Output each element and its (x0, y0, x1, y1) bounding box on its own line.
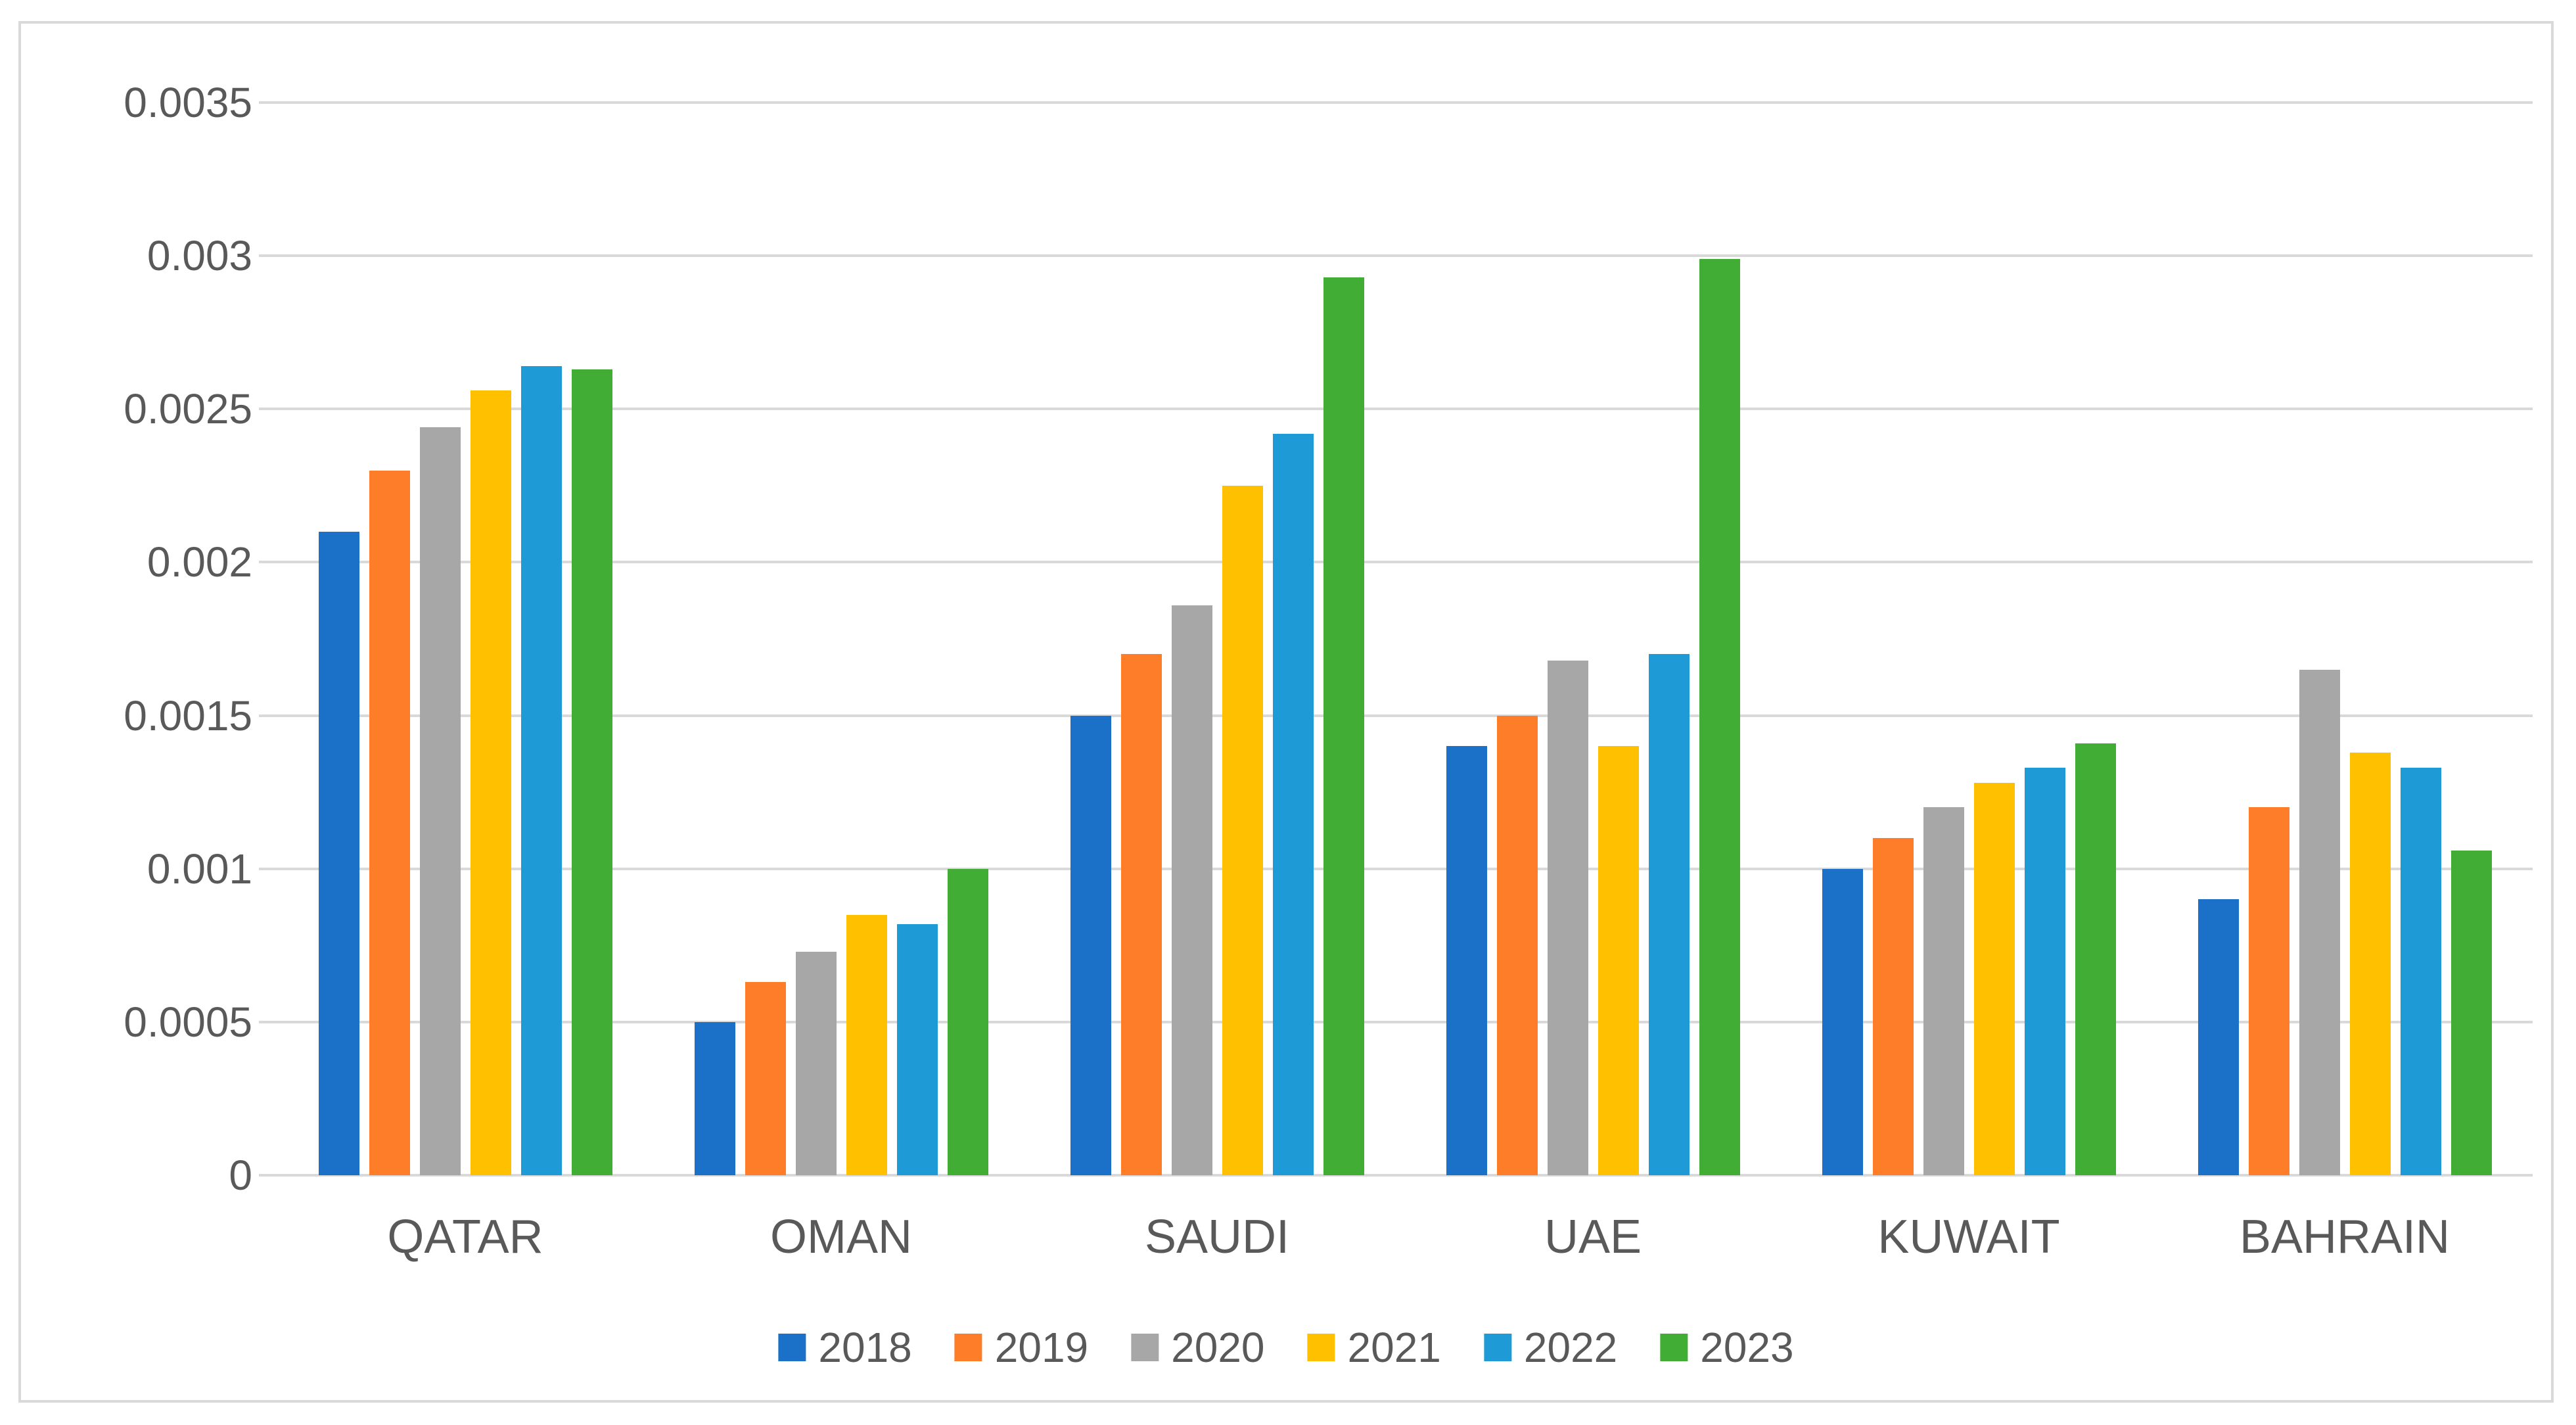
category-label-bahrain: BAHRAIN (2239, 1211, 2450, 1263)
gridline (259, 254, 2533, 258)
legend-item-2021: 2021 (1307, 1322, 1441, 1372)
bar-group-kuwait: KUWAIT (1781, 103, 2157, 1261)
legend-label: 2020 (1171, 1324, 1265, 1371)
bar-qatar-2018 (318, 532, 359, 1175)
bar-group-oman: OMAN (653, 103, 1029, 1261)
bar-uae-2023 (1699, 259, 1740, 1175)
bar-kuwait-2023 (2075, 743, 2116, 1175)
legend-marker-icon (1131, 1334, 1159, 1361)
category-label-uae: UAE (1544, 1211, 1642, 1263)
bar-oman-2022 (896, 924, 938, 1175)
bar-saudi-2018 (1070, 716, 1111, 1175)
bar-qatar-2021 (470, 390, 511, 1175)
gridline (259, 101, 2533, 104)
legend-item-2018: 2018 (778, 1322, 912, 1372)
bar-oman-2020 (795, 952, 837, 1175)
bar-qatar-2020 (419, 427, 461, 1175)
bar-qatar-2022 (520, 366, 562, 1175)
legend-item-2023: 2023 (1660, 1322, 1794, 1372)
bar-oman-2021 (846, 915, 887, 1175)
bar-uae-2019 (1496, 716, 1538, 1175)
y-axis-tick-label: 0.0035 (124, 79, 252, 126)
bar-saudi-2021 (1222, 486, 1263, 1175)
legend-label: 2019 (994, 1324, 1089, 1371)
bar-kuwait-2018 (1822, 869, 1863, 1175)
y-axis-tick-label: 0.001 (147, 845, 252, 893)
y-axis-tick-label: 0.0015 (124, 691, 252, 739)
y-axis-tick-label: 0.0025 (124, 385, 252, 433)
category-label-kuwait: KUWAIT (1877, 1211, 2060, 1263)
bar-kuwait-2020 (1923, 807, 1964, 1175)
bar-oman-2023 (947, 869, 988, 1175)
legend: 2018 2019 2020 2021 2022 2023 (778, 1322, 1794, 1372)
bar-uae-2020 (1547, 661, 1588, 1175)
bar-oman-2018 (694, 1022, 735, 1175)
bar-uae-2018 (1446, 746, 1487, 1175)
bar-qatar-2019 (369, 471, 410, 1175)
plot-area: 0 0.0005 0.001 0.0015 0.002 0.0025 0.003 0.0035… (124, 82, 2533, 1261)
bar-kuwait-2022 (2024, 768, 2065, 1175)
bar-uae-2022 (1648, 654, 1690, 1175)
legend-marker-icon (778, 1334, 806, 1361)
bars-layer: QATAR OMAN SAUDI UAE KUWAIT BAHRAIN (277, 103, 2533, 1261)
category-label-oman: OMAN (770, 1211, 912, 1263)
legend-marker-icon (1483, 1334, 1511, 1361)
bar-bahrain-2019 (2248, 807, 2289, 1175)
bar-oman-2019 (745, 982, 786, 1175)
legend-marker-icon (1660, 1334, 1688, 1361)
legend-item-2019: 2019 (954, 1322, 1089, 1372)
legend-label: 2021 (1347, 1324, 1441, 1371)
legend-item-2022: 2022 (1483, 1322, 1618, 1372)
gridline (259, 1174, 2533, 1177)
bar-bahrain-2020 (2299, 670, 2340, 1175)
bar-group-qatar: QATAR (277, 103, 653, 1261)
bar-group-uae: UAE (1405, 103, 1781, 1261)
gridline (259, 561, 2533, 564)
bar-bahrain-2021 (2349, 753, 2391, 1175)
gridline (259, 714, 2533, 717)
chart-area-border: 0 0.0005 0.001 0.0015 0.002 0.0025 0.003 0.0035… (18, 21, 2554, 1403)
gridline (259, 1020, 2533, 1023)
bar-saudi-2019 (1120, 654, 1162, 1175)
legend-label: 2018 (818, 1324, 912, 1371)
bar-group-saudi: SAUDI (1029, 103, 1405, 1261)
gridline (259, 408, 2533, 411)
bar-kuwait-2019 (1872, 838, 1914, 1175)
category-label-saudi: SAUDI (1144, 1211, 1290, 1263)
bar-saudi-2022 (1272, 434, 1314, 1175)
bar-saudi-2020 (1171, 605, 1212, 1175)
category-label-qatar: QATAR (387, 1211, 543, 1263)
bar-saudi-2023 (1323, 277, 1364, 1175)
bar-uae-2021 (1598, 746, 1639, 1175)
bar-bahrain-2023 (2450, 851, 2492, 1175)
bar-kuwait-2021 (1973, 783, 2015, 1175)
bar-bahrain-2018 (2197, 899, 2239, 1175)
bar-qatar-2023 (571, 369, 612, 1175)
legend-marker-icon (1307, 1334, 1335, 1361)
y-axis-tick-label: 0.0005 (124, 998, 252, 1046)
legend-label: 2023 (1700, 1324, 1794, 1371)
y-axis-tick-label: 0 (229, 1152, 252, 1199)
gridline (259, 867, 2533, 870)
y-axis-tick-label: 0.003 (147, 232, 252, 280)
legend-item-2020: 2020 (1131, 1322, 1265, 1372)
y-axis-tick-label: 0.002 (147, 538, 252, 586)
legend-label: 2022 (1523, 1324, 1618, 1371)
bar-bahrain-2022 (2400, 768, 2441, 1175)
bar-group-bahrain: BAHRAIN (2157, 103, 2533, 1261)
legend-marker-icon (954, 1334, 982, 1361)
